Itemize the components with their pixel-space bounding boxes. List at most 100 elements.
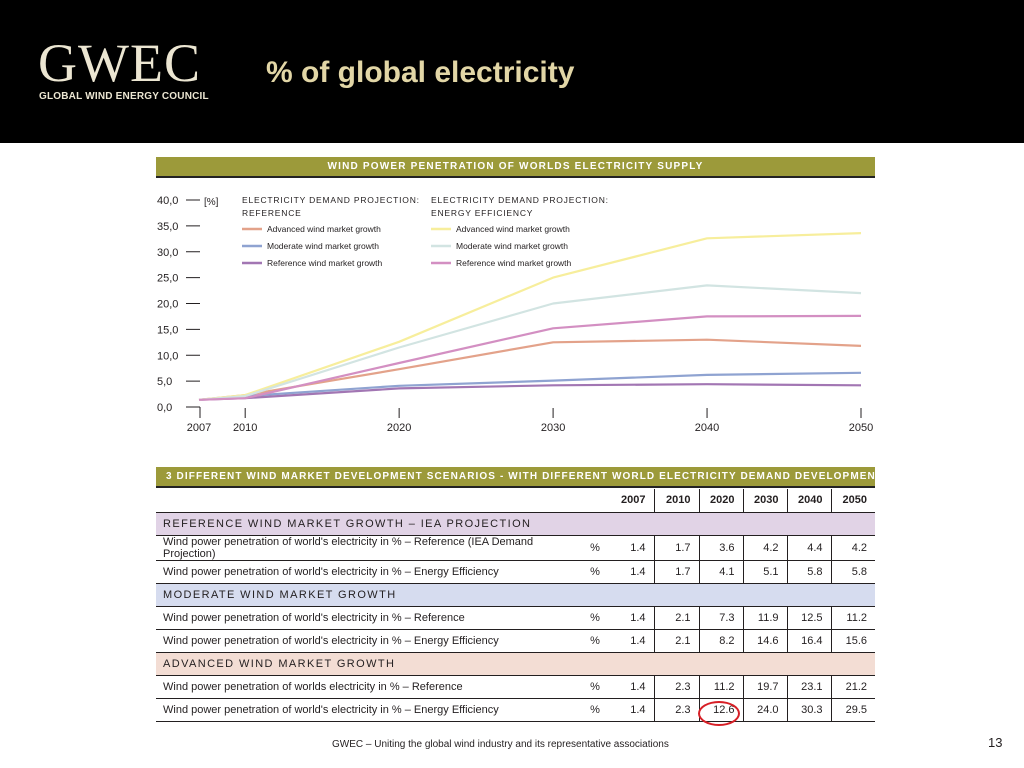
slide-title: % of global electricity xyxy=(266,56,575,89)
chart-legend: ELECTRICITY DEMAND PROJECTION: REFERENCE E… xyxy=(242,195,609,268)
table-cell: 4.4 xyxy=(786,535,831,561)
x-tick-label: 2030 xyxy=(541,422,565,434)
table-cell: 1.4 xyxy=(612,629,654,653)
x-tick-label: 2050 xyxy=(849,422,873,434)
row-unit: % xyxy=(578,560,612,584)
slide-header: GWEC GLOBAL WIND ENERGY COUNCIL % of glo… xyxy=(0,0,1024,143)
table-cell: 12.6 xyxy=(697,698,743,726)
year-header: 2007 xyxy=(612,489,654,513)
table-cell: 30.3 xyxy=(786,698,831,722)
table-cell: 8.2 xyxy=(698,629,743,653)
table-cell: 3.6 xyxy=(698,535,743,561)
legend-label: Moderate wind market growth xyxy=(456,241,568,251)
table-row: Wind power penetration of worlds electri… xyxy=(156,675,875,699)
table-row: Wind power penetration of world's electr… xyxy=(156,560,875,584)
x-tick-label: 2010 xyxy=(233,422,257,434)
table-cell: 19.7 xyxy=(742,675,787,699)
table-row: Wind power penetration of world's electr… xyxy=(156,606,875,630)
row-unit: % xyxy=(578,675,612,699)
legend-label: Moderate wind market growth xyxy=(267,241,379,251)
table-row: Wind power penetration of world's electr… xyxy=(156,629,875,653)
table-cell: 29.5 xyxy=(830,698,875,722)
table-cell: 16.4 xyxy=(786,629,831,653)
table-cell: 24.0 xyxy=(742,698,787,722)
y-axis-label: [%] xyxy=(204,197,219,208)
footer-text: GWEC – Uniting the global wind industry … xyxy=(332,739,669,750)
table-cell: 1.4 xyxy=(612,606,654,630)
table-cell: 21.2 xyxy=(830,675,875,699)
table-cell: 2.3 xyxy=(653,698,699,722)
y-tick-label: 5,0 xyxy=(157,376,172,388)
highlight-circle xyxy=(697,700,740,726)
table-cell: 1.7 xyxy=(653,560,699,584)
section-title: MODERATE WIND MARKET GROWTH xyxy=(156,583,875,607)
y-tick-label: 0,0 xyxy=(157,402,172,414)
table-cell: 2.3 xyxy=(653,675,699,699)
row-label: Wind power penetration of worlds electri… xyxy=(156,675,578,699)
y-tick-label: 15,0 xyxy=(157,324,178,336)
row-unit: % xyxy=(578,606,612,630)
section-title: ADVANCED WIND MARKET GROWTH xyxy=(156,652,875,676)
table-cell: 4.2 xyxy=(742,535,787,561)
table-row: Wind power penetration of world's electr… xyxy=(156,698,875,726)
table-cell: 2.1 xyxy=(653,629,699,653)
table-cell: 5.8 xyxy=(830,560,875,584)
row-unit: % xyxy=(578,629,612,653)
y-axis: 0,0 5,0 10,0 15,0 20,0 25,0 30,0 35,0 40,0 xyxy=(157,195,201,418)
table-cell: 4.2 xyxy=(830,535,875,561)
y-tick-label: 35,0 xyxy=(157,221,178,233)
table-cell: 7.3 xyxy=(698,606,743,630)
table-cell: 12.5 xyxy=(786,606,831,630)
year-header: 2010 xyxy=(653,489,699,513)
table-cell: 11.9 xyxy=(742,606,787,630)
highlighted-value: 12.6 xyxy=(697,700,740,726)
table-cell: 11.2 xyxy=(698,675,743,699)
y-tick-label: 20,0 xyxy=(157,299,178,311)
table-cell: 5.1 xyxy=(742,560,787,584)
table-row: Wind power penetration of world's electr… xyxy=(156,535,875,561)
legend-group-title: ELECTRICITY DEMAND PROJECTION: xyxy=(242,195,420,205)
legend-label: Reference wind market growth xyxy=(456,258,572,268)
gwec-logo: GWEC GLOBAL WIND ENERGY COUNCIL xyxy=(38,36,228,106)
year-header: 2050 xyxy=(830,489,875,513)
table-cell: 11.2 xyxy=(830,606,875,630)
section-row: ADVANCED WIND MARKET GROWTH xyxy=(156,652,875,676)
legend-group-subtitle: ENERGY EFFICIENCY xyxy=(431,208,533,218)
row-unit: % xyxy=(578,535,612,561)
table-cell: 23.1 xyxy=(786,675,831,699)
y-tick-label: 10,0 xyxy=(157,350,178,362)
year-header: 2040 xyxy=(786,489,831,513)
legend-group-title: ELECTRICITY DEMAND PROJECTION: xyxy=(431,195,609,205)
x-tick-label: 2040 xyxy=(695,422,719,434)
x-axis: 2007 2010 2020 2030 2040 2050 xyxy=(187,408,873,434)
row-label: Wind power penetration of world's electr… xyxy=(156,535,578,561)
section-row: MODERATE WIND MARKET GROWTH xyxy=(156,583,875,607)
y-tick-label: 25,0 xyxy=(157,273,178,285)
y-tick-label: 30,0 xyxy=(157,247,178,259)
section-title: REFERENCE WIND MARKET GROWTH – IEA PROJE… xyxy=(156,512,875,536)
logo-subtitle: GLOBAL WIND ENERGY COUNCIL xyxy=(39,91,209,102)
line-chart: 0,0 5,0 10,0 15,0 20,0 25,0 30,0 35,0 40,0 [%] 2… xyxy=(157,195,873,434)
section-row: REFERENCE WIND MARKET GROWTH – IEA PROJE… xyxy=(156,512,875,536)
header-blank xyxy=(156,489,578,513)
row-label: Wind power penetration of world's electr… xyxy=(156,629,578,653)
table-cell: 1.7 xyxy=(653,535,699,561)
table-cell: 14.6 xyxy=(742,629,787,653)
scenario-table: 2007 2010 2020 2030 2040 2050 REFERENCE WIND M… xyxy=(156,489,875,726)
table-cell: 1.4 xyxy=(612,560,654,584)
page-number: 13 xyxy=(988,735,1003,750)
series-line xyxy=(198,284,862,401)
y-tick-label: 40,0 xyxy=(157,195,178,207)
series-line xyxy=(198,314,862,401)
series-lines xyxy=(198,232,862,401)
table-cell: 1.4 xyxy=(612,675,654,699)
row-unit: % xyxy=(578,698,612,722)
row-label: Wind power penetration of world's electr… xyxy=(156,606,578,630)
table-cell: 1.4 xyxy=(612,535,654,561)
legend-label: Advanced wind market growth xyxy=(456,224,570,234)
year-header: 2030 xyxy=(742,489,787,513)
series-line xyxy=(198,338,862,401)
year-header: 2020 xyxy=(698,489,743,513)
table-title-bar: 3 DIFFERENT WIND MARKET DEVELOPMENT SCEN… xyxy=(156,467,890,488)
x-tick-label: 2020 xyxy=(387,422,411,434)
